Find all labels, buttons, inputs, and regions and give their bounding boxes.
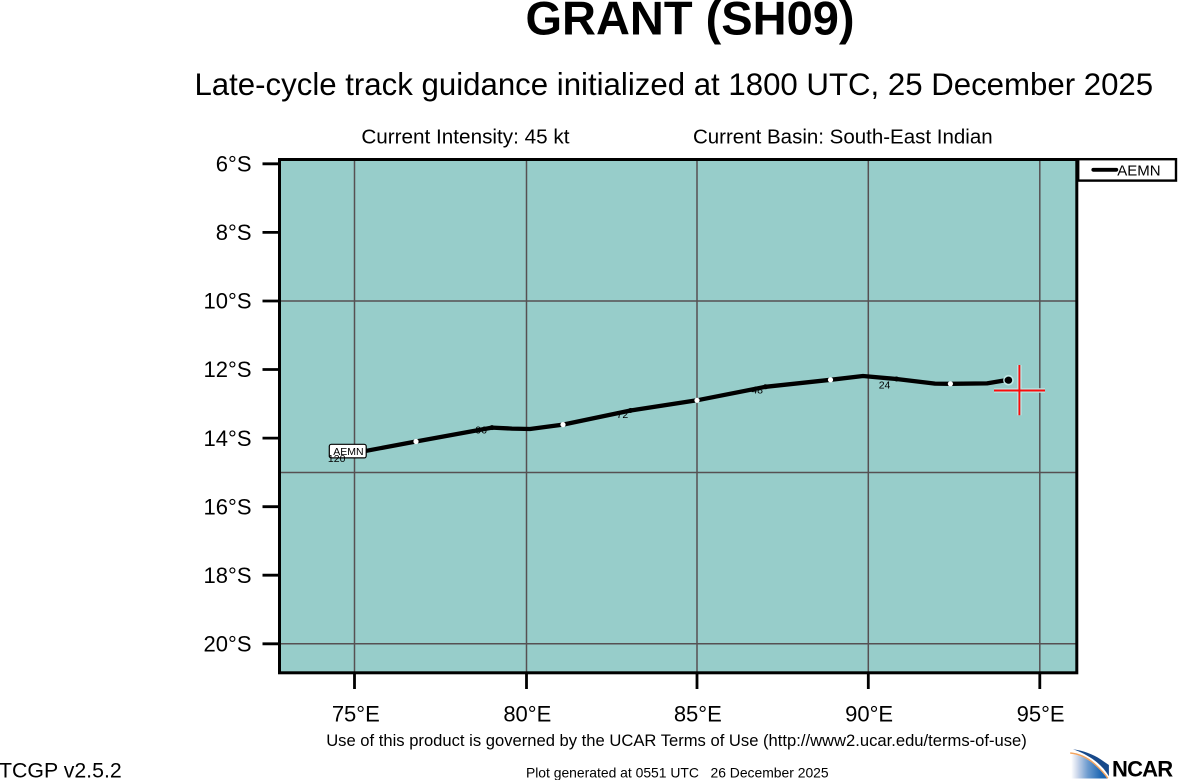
svg-text:8°S: 8°S: [216, 220, 252, 245]
svg-text:16°S: 16°S: [204, 494, 252, 519]
svg-text:80°E: 80°E: [503, 701, 551, 726]
svg-text:90°E: 90°E: [845, 701, 893, 726]
svg-text:TCGP v2.5.2: TCGP v2.5.2: [0, 758, 122, 780]
svg-text:GRANT (SH09): GRANT (SH09): [525, 0, 854, 45]
svg-text:72: 72: [617, 409, 629, 421]
svg-text:85°E: 85°E: [674, 701, 722, 726]
svg-text:75°E: 75°E: [332, 701, 380, 726]
svg-text:6°S: 6°S: [216, 152, 252, 177]
svg-text:Current Intensity: 45 kt: Current Intensity: 45 kt: [361, 125, 569, 148]
svg-text:AEMN: AEMN: [1117, 162, 1160, 179]
svg-text:Use of this product is governe: Use of this product is governed by the U…: [326, 731, 1027, 750]
svg-text:Late-cycle track guidance init: Late-cycle track guidance initialized at…: [194, 67, 1153, 102]
svg-text:48: 48: [751, 384, 763, 396]
svg-text:10°S: 10°S: [204, 289, 252, 314]
svg-text:24: 24: [879, 380, 891, 392]
svg-text:14°S: 14°S: [204, 426, 252, 451]
svg-text:Current Basin: South-East Indi: Current Basin: South-East Indian: [693, 125, 993, 148]
svg-text:18°S: 18°S: [204, 563, 252, 588]
svg-text:96: 96: [475, 424, 487, 436]
svg-text:Plot generated at 0551 UTC 2: Plot generated at 0551 UTC 26 December 2…: [526, 765, 829, 780]
svg-text:120: 120: [328, 453, 346, 465]
svg-text:AEMN: AEMN: [333, 446, 363, 458]
svg-text:12°S: 12°S: [204, 357, 252, 382]
svg-text:20°S: 20°S: [204, 632, 252, 657]
svg-text:NCAR: NCAR: [1112, 756, 1173, 780]
svg-text:95°E: 95°E: [1017, 701, 1065, 726]
